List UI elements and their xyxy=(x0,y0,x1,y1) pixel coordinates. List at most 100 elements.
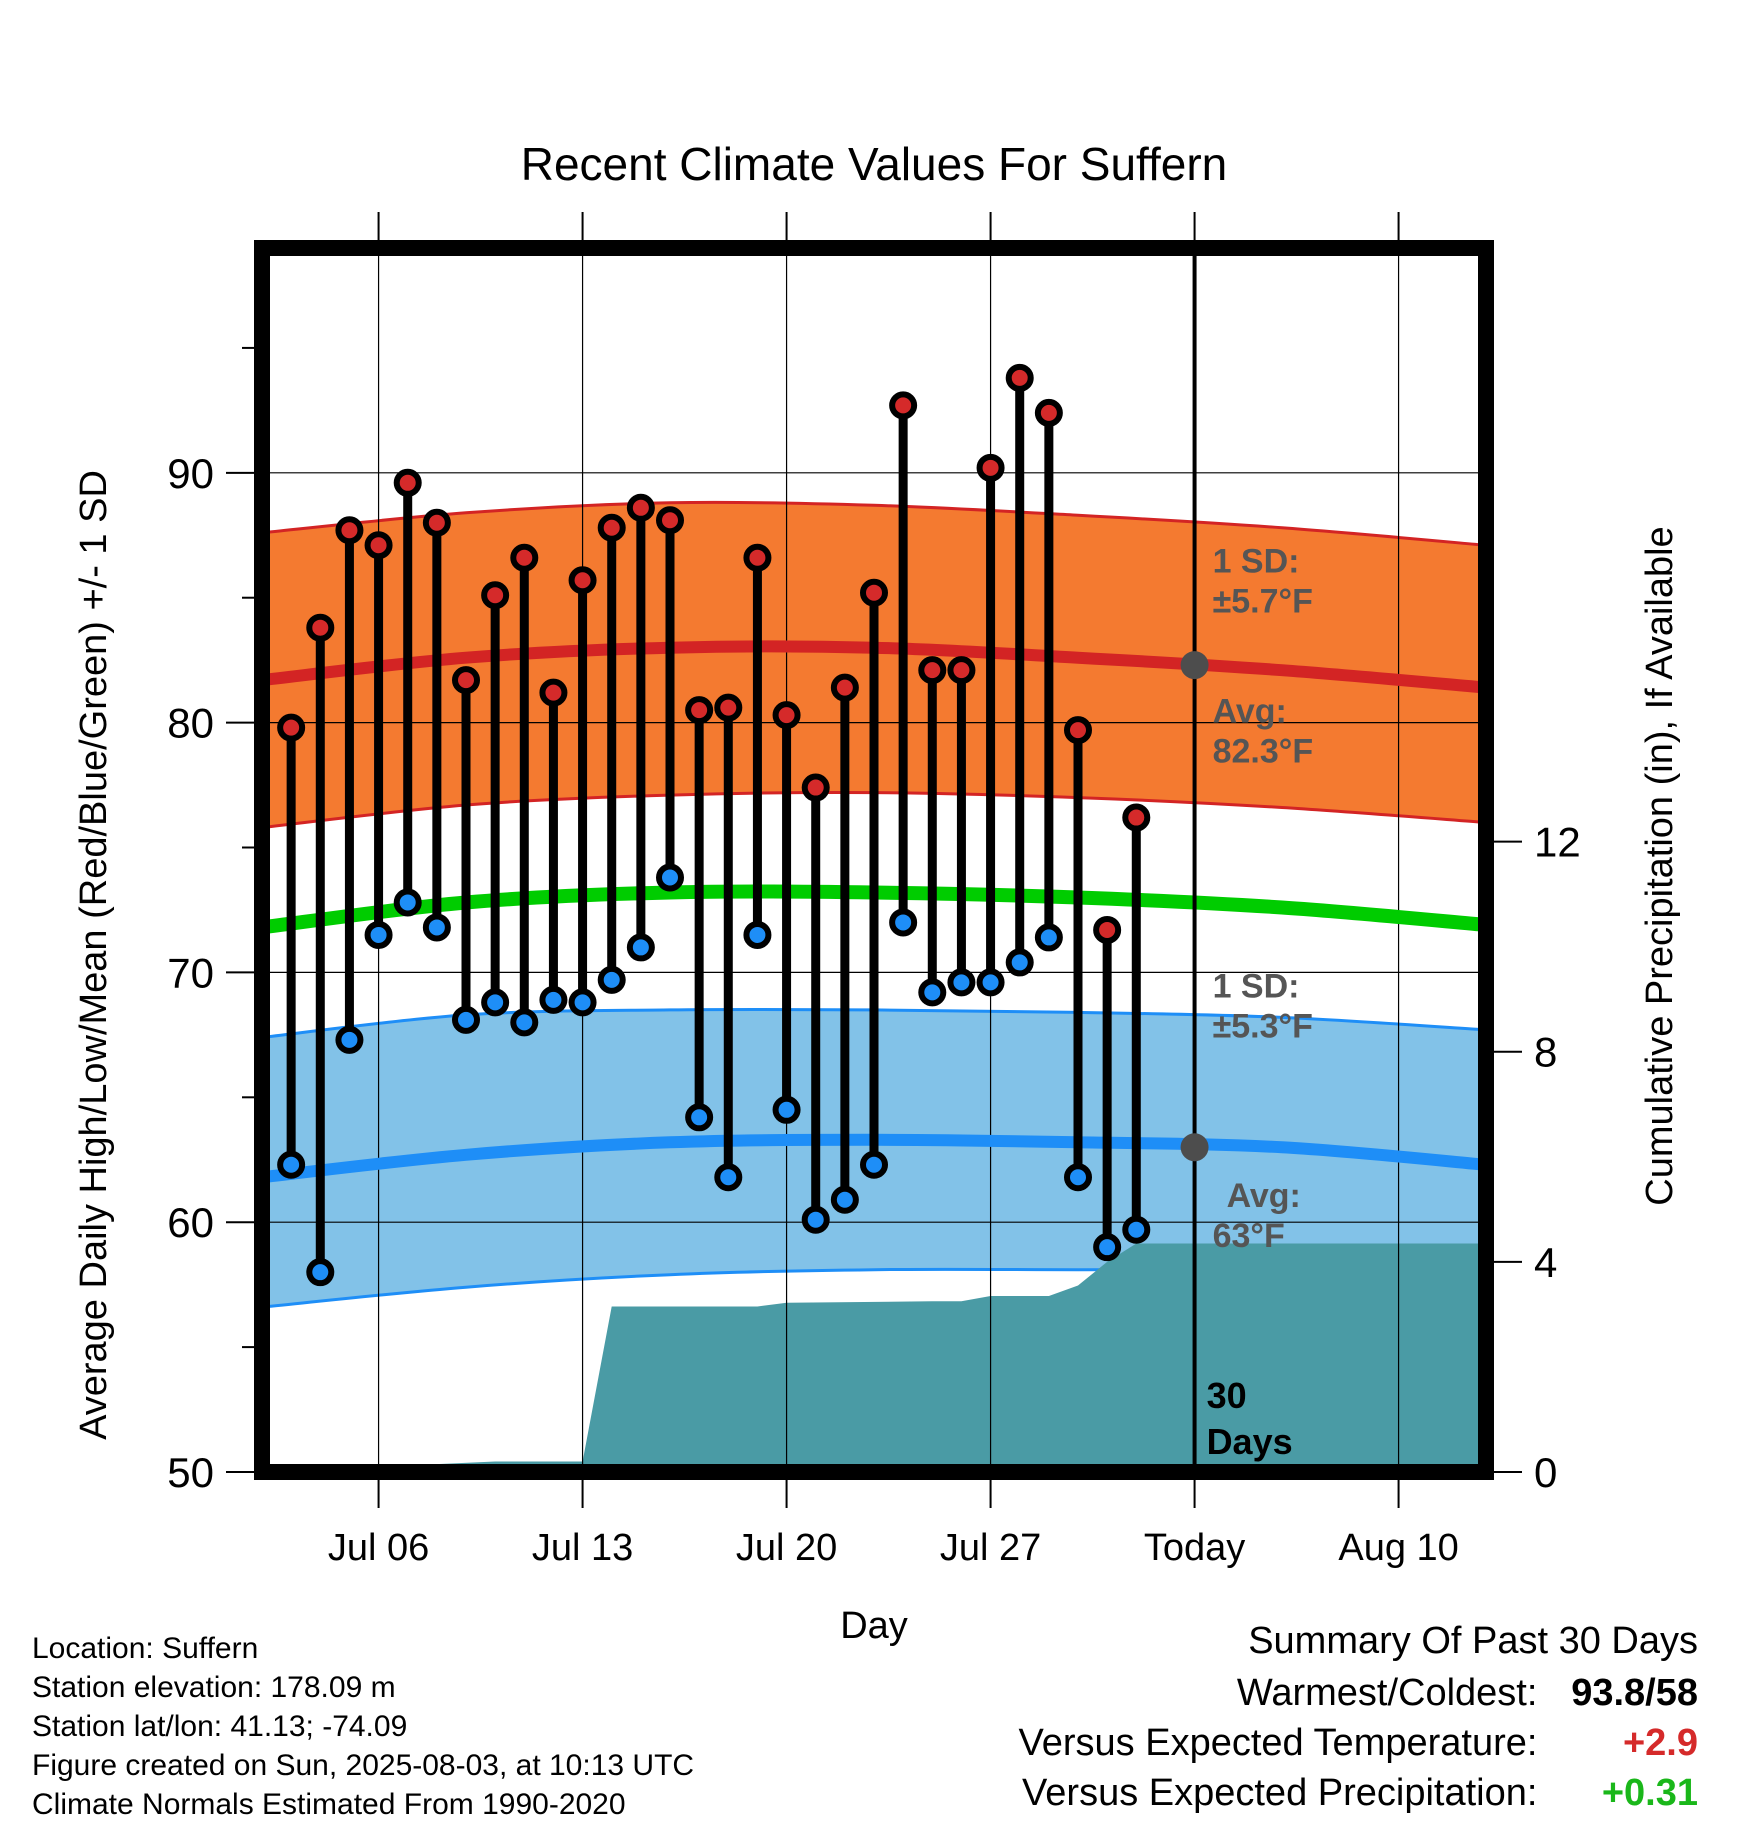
y2-tick-label: 12 xyxy=(1534,819,1581,866)
daily-high-point xyxy=(1005,363,1034,392)
daily-high-point xyxy=(830,673,859,702)
daily-low-point xyxy=(1093,1233,1122,1262)
window-label-line: Days xyxy=(1207,1421,1293,1462)
daily-low-point xyxy=(656,863,684,892)
daily-high-point xyxy=(772,701,801,730)
x-tick-label: Aug 10 xyxy=(1338,1527,1458,1569)
daily-high-point xyxy=(860,578,888,607)
y-tick-label: 80 xyxy=(167,700,214,747)
daily-low-point xyxy=(597,965,626,994)
daily-high-point xyxy=(685,696,714,725)
summary-label: Versus Expected Temperature: xyxy=(1018,1722,1538,1764)
daily-high-point xyxy=(510,543,539,572)
location-text: Location: Suffern xyxy=(32,1632,259,1665)
daily-low-point xyxy=(889,908,918,937)
daily-high-point xyxy=(918,656,947,685)
daily-high-point xyxy=(452,666,480,695)
daily-low-point xyxy=(1034,923,1063,952)
annotation-line: ±5.7°F xyxy=(1213,583,1313,621)
elevation-text: Station elevation: 178.09 m xyxy=(32,1671,396,1704)
daily-high-point xyxy=(1122,803,1151,832)
latlon-text: Station lat/lon: 41.13; -74.09 xyxy=(32,1710,408,1743)
x-tick-label: Jul 20 xyxy=(736,1527,837,1569)
y-tick-label: 60 xyxy=(167,1199,214,1246)
summary-title: Summary Of Past 30 Days xyxy=(1248,1620,1698,1662)
normal-annotation: Avg: 63°F xyxy=(1213,1177,1301,1255)
daily-high-point xyxy=(306,613,335,642)
daily-high-point xyxy=(656,506,684,535)
daily-high-point xyxy=(422,508,451,537)
x-axis-label: Day xyxy=(840,1605,908,1647)
daily-high-point xyxy=(277,713,306,742)
daily-high-point xyxy=(714,693,743,722)
summary-value: 93.8/58 xyxy=(1571,1672,1698,1714)
today-normal-marker xyxy=(1180,1133,1209,1162)
daily-high-point xyxy=(976,453,1005,482)
daily-high-point xyxy=(1064,716,1092,745)
daily-high-point xyxy=(1093,915,1122,944)
x-tick-label: Jul 13 xyxy=(532,1527,633,1569)
y-tick-label: 50 xyxy=(167,1449,214,1496)
summary-row-warmest: Warmest/Coldest: 93.8/58 xyxy=(1237,1672,1698,1715)
x-tick-label: Jul 27 xyxy=(940,1527,1041,1569)
daily-low-point xyxy=(801,1205,830,1234)
normals-text: Climate Normals Estimated From 1990-2020 xyxy=(32,1788,626,1821)
y2-axis-label: Cumulative Precipitation (in), If Availa… xyxy=(1639,526,1681,1205)
daily-low-point xyxy=(743,920,772,949)
y2-tick-label: 0 xyxy=(1534,1449,1557,1496)
daily-low-point xyxy=(422,913,451,942)
daily-low-point xyxy=(568,988,597,1017)
annotation-line: 63°F xyxy=(1213,1217,1285,1255)
precipitation-area xyxy=(262,1243,1486,1472)
daily-high-point xyxy=(568,566,597,595)
daily-low-point xyxy=(1122,1215,1151,1244)
annotation-line: 1 SD: xyxy=(1213,543,1300,581)
daily-low-point xyxy=(685,1103,714,1132)
daily-low-point xyxy=(335,1025,364,1054)
summary-row-temperature: Versus Expected Temperature: +2.9 xyxy=(1019,1722,1698,1765)
y2-tick-label: 8 xyxy=(1534,1029,1557,1076)
daily-high-point xyxy=(393,468,422,497)
created-text: Figure created on Sun, 2025-08-03, at 10… xyxy=(32,1749,695,1782)
daily-high-point xyxy=(335,516,364,545)
annotation-line: Avg: xyxy=(1213,693,1287,731)
daily-high-point xyxy=(626,493,655,522)
annotation-line: Avg: xyxy=(1227,1177,1301,1215)
y-axis-label: Average Daily High/Low/Mean (Red/Blue/Gr… xyxy=(73,470,115,1440)
x-tick-label: Jul 06 xyxy=(328,1527,429,1569)
summary-value: +2.9 xyxy=(1622,1722,1698,1764)
daily-low-point xyxy=(860,1150,888,1179)
daily-low-point xyxy=(306,1258,335,1287)
annotation-line: 82.3°F xyxy=(1213,733,1314,771)
daily-high-point xyxy=(1034,398,1063,427)
daily-low-point xyxy=(1064,1163,1092,1192)
daily-high-point xyxy=(801,773,830,802)
daily-low-point xyxy=(918,978,947,1007)
daily-high-point xyxy=(364,531,393,560)
daily-low-point xyxy=(277,1150,306,1179)
daily-high-point xyxy=(481,581,510,610)
daily-low-point xyxy=(626,933,655,962)
annotation-line: 1 SD: xyxy=(1213,967,1300,1005)
daily-high-point xyxy=(947,656,976,685)
y2-tick-label: 4 xyxy=(1534,1239,1557,1286)
daily-low-point xyxy=(364,920,393,949)
daily-high-point xyxy=(539,678,568,707)
daily-low-point xyxy=(947,968,976,997)
daily-high-point xyxy=(889,391,918,420)
annotation-line: ±5.3°F xyxy=(1213,1007,1313,1045)
window-label: 30 Days xyxy=(1207,1375,1293,1462)
daily-low-point xyxy=(976,968,1005,997)
summary-row-precipitation: Versus Expected Precipitation: +0.31 xyxy=(1022,1772,1698,1815)
y-tick-label: 90 xyxy=(167,450,214,497)
y-tick-label: 70 xyxy=(167,949,214,996)
window-label-line: 30 xyxy=(1207,1375,1247,1416)
normal-annotation: Avg: 82.3°F xyxy=(1213,693,1314,771)
daily-low-point xyxy=(539,985,568,1014)
daily-low-point xyxy=(393,888,422,917)
summary-label: Versus Expected Precipitation: xyxy=(1022,1772,1538,1814)
today-normal-marker xyxy=(1180,651,1209,680)
daily-low-point xyxy=(481,988,510,1017)
daily-low-point xyxy=(452,1005,480,1034)
